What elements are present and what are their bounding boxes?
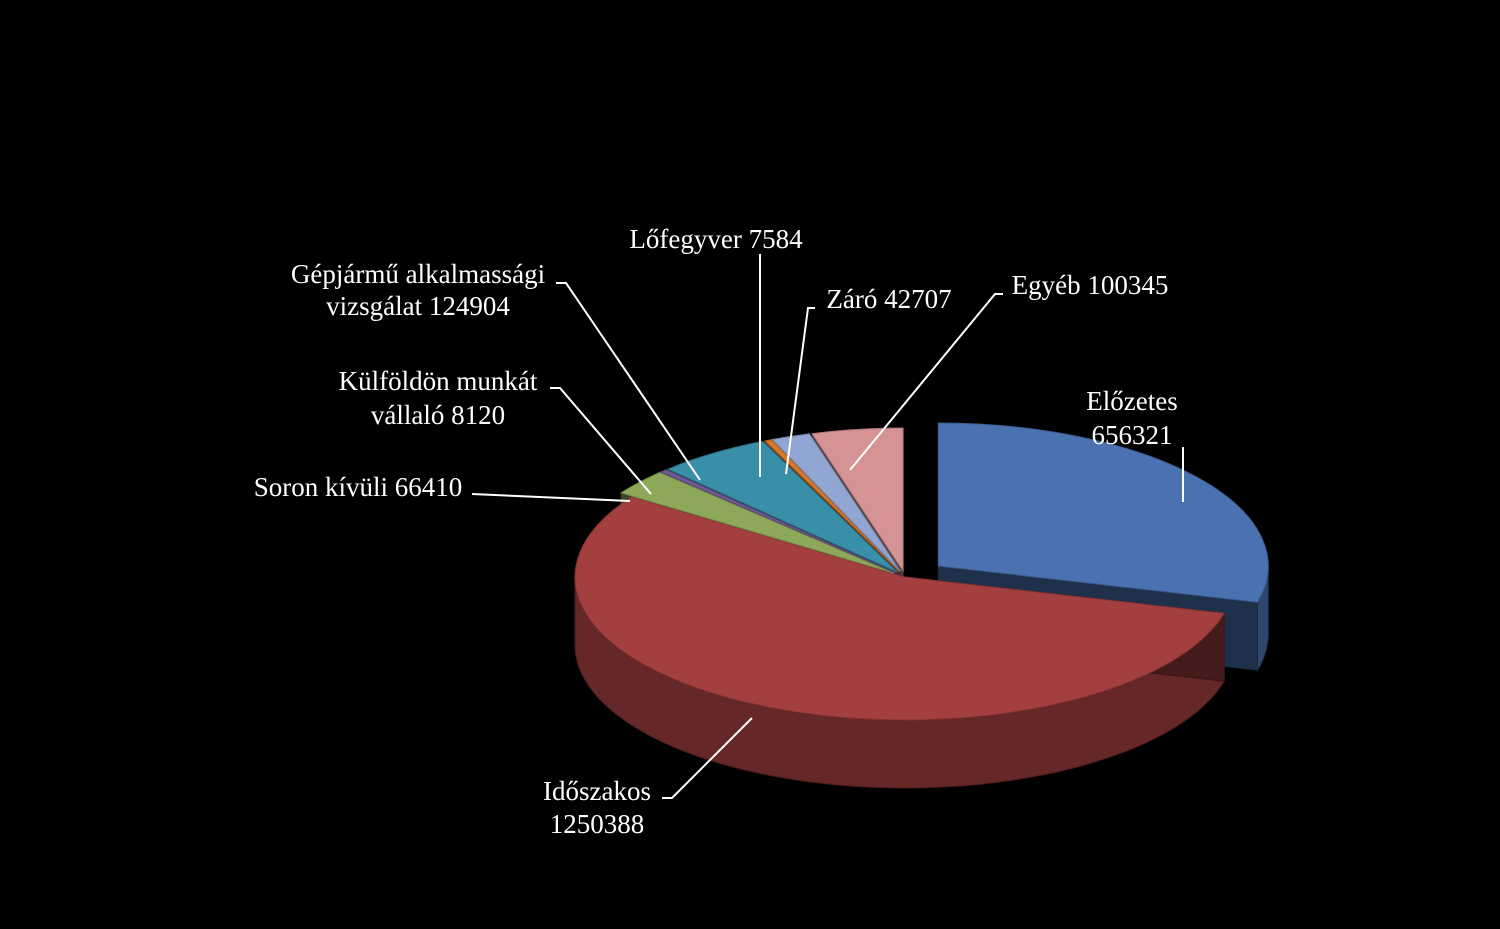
leader-line-1 (662, 717, 753, 799)
data-label-2: Soron kívüli 66410 (254, 472, 463, 502)
pie-slice-7 (811, 427, 904, 573)
data-label-4: Gépjármű alkalmassági vizsgálat 124904 (291, 259, 545, 321)
data-label-3: Külföldön munkát vállaló 8120 (339, 366, 538, 430)
pie-slice-0 (937, 422, 1269, 603)
data-label-0: Előzetes 656321 (1086, 386, 1177, 450)
leader-line-2 (471, 493, 631, 502)
pie-slice-1 (574, 496, 1226, 721)
data-label-5: Lőfegyver 7584 (629, 224, 803, 254)
pie-slice-4 (666, 440, 898, 573)
pie-slice-2 (619, 471, 895, 574)
pie-slice-3 (659, 469, 896, 574)
data-label-1: Időszakos 1250388 (543, 776, 651, 839)
leader-line-3 (550, 387, 652, 495)
leader-line-4 (556, 282, 701, 481)
leader-line-6 (785, 307, 815, 475)
leader-line-7 (849, 293, 1003, 471)
data-label-6: Záró 42707 (826, 284, 951, 314)
pie-slice-5 (764, 439, 900, 572)
data-label-7: Egyéb 100345 (1012, 270, 1169, 300)
